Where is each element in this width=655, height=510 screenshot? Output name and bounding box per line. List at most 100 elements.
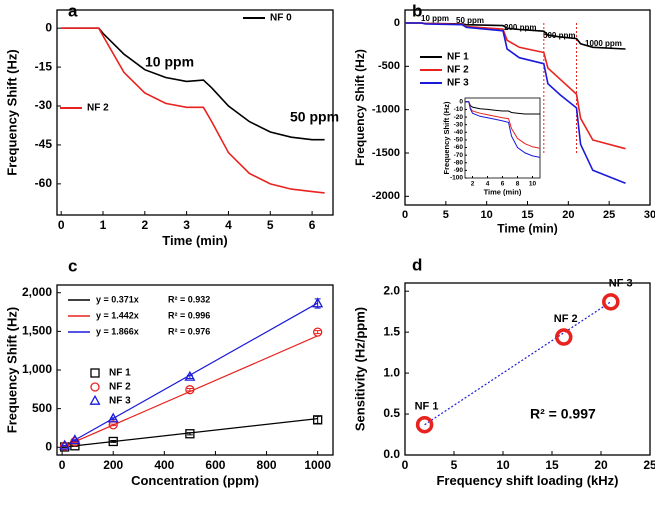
marker (69, 434, 81, 445)
marker (313, 327, 323, 337)
legend-label: NF 3 (447, 78, 469, 89)
y-tick-label: -30 (454, 121, 464, 128)
fit-r2: R² = 0.932 (168, 294, 210, 304)
x-axis-label: Frequency shift loading (kHz) (436, 473, 618, 488)
x-tick-label: 5 (451, 458, 458, 472)
y-tick-label: -10 (454, 106, 464, 113)
x-tick-label: 0 (402, 209, 408, 221)
annotation: 200 ppm (504, 23, 536, 32)
y-axis-label: Sensitivity (Hz/ppm) (352, 307, 367, 431)
y-axis-label: Frequency Shift (Hz) (353, 49, 367, 166)
series-line (61, 27, 325, 141)
y-tick-label: -40 (454, 129, 464, 136)
fit-line (61, 335, 318, 448)
x-tick-label: 25 (603, 209, 615, 221)
series-line (465, 101, 540, 115)
y-tick-label: -70 (454, 152, 464, 159)
annotation: R² = 0.997 (530, 406, 596, 422)
x-tick-label: 600 (205, 458, 225, 472)
legend-label: NF 2 (447, 65, 469, 76)
y-tick-label: 1.0 (383, 365, 400, 379)
x-tick-label: 20 (562, 209, 574, 221)
y-tick-label: -15 (35, 59, 53, 73)
legend-label: NF 3 (109, 396, 131, 407)
y-tick-label: 0 (394, 17, 400, 29)
fit-equation: y = 1.442x (96, 310, 139, 320)
marker (108, 436, 118, 447)
x-tick-label: 0 (58, 218, 65, 232)
annotation: 50 ppm (290, 109, 339, 125)
x-tick-label: 30 (644, 209, 655, 221)
y-tick-label: -20 (454, 114, 464, 121)
y-tick-label: 0.0 (383, 447, 400, 461)
plot-frame (404, 282, 651, 456)
x-tick-label: 1 (100, 218, 107, 232)
marker (107, 412, 119, 423)
x-tick-label: 6 (309, 218, 316, 232)
x-tick-label: 8 (516, 181, 520, 188)
x-tick-label: 5 (267, 218, 274, 232)
y-tick-label: -90 (454, 167, 464, 174)
y-tick-label: 1,500 (22, 324, 52, 338)
series-line (61, 27, 325, 194)
error-bar (110, 440, 117, 443)
x-tick-label: 2 (471, 181, 475, 188)
fit-equation: y = 1.866x (96, 326, 139, 336)
annotation: 500 ppm (543, 31, 575, 40)
marker (90, 368, 100, 378)
x-tick-label: 15 (521, 209, 533, 221)
y-tick-label: -100 (450, 175, 463, 182)
point-label: NF 1 (415, 401, 439, 413)
fit-line (424, 301, 612, 426)
legend-label: NF 1 (447, 52, 469, 63)
series-line (405, 22, 626, 185)
x-tick-label: 10 (481, 209, 493, 221)
x-tick-label: 3 (183, 218, 190, 232)
marker (108, 420, 118, 430)
y-tick-label: -50 (454, 137, 464, 144)
y-tick-label: 0 (459, 99, 463, 106)
y-tick-label: -1000 (372, 104, 400, 116)
x-tick-label: 10 (496, 458, 510, 472)
x-tick-label: 4 (225, 218, 232, 232)
y-tick-label: 0 (45, 20, 52, 34)
marker (185, 385, 195, 395)
panel-letter: b (412, 1, 422, 20)
marker (313, 415, 323, 425)
marker (89, 394, 101, 405)
fit-equation: y = 0.371x (96, 294, 139, 304)
x-axis-label: Time (min) (162, 233, 228, 248)
error-bar (110, 423, 117, 427)
annotation: 50 ppm (456, 16, 484, 25)
y-tick-label: -1500 (372, 147, 400, 159)
x-tick-label: 4 (486, 181, 490, 188)
error-bar (314, 330, 321, 335)
x-axis-label: Time (min) (484, 187, 522, 196)
legend-label: NF 0 (270, 13, 292, 24)
fit-r2: R² = 0.996 (168, 310, 210, 320)
y-tick-label: 1.5 (383, 324, 400, 338)
marker (59, 439, 71, 450)
y-tick-label: 0 (45, 439, 52, 453)
x-tick-label: 10 (529, 181, 537, 188)
x-tick-label: 2 (141, 218, 148, 232)
x-axis-label: Concentration (ppm) (131, 473, 259, 488)
point-label: NF 3 (609, 278, 633, 290)
fit-r2: R² = 0.976 (168, 326, 210, 336)
plot-frame (464, 97, 541, 179)
panel-letter: d (412, 255, 422, 274)
x-tick-label: 15 (545, 458, 559, 472)
error-bar (186, 432, 193, 436)
panel-letter: c (68, 256, 77, 275)
error-bar (186, 388, 193, 392)
marker (602, 293, 620, 311)
y-tick-label: 2.0 (383, 283, 400, 297)
plot-frame (56, 284, 334, 456)
x-tick-label: 800 (257, 458, 277, 472)
x-tick-label: 0 (402, 458, 409, 472)
x-tick-label: 6 (501, 181, 505, 188)
y-tick-label: -60 (35, 176, 53, 190)
legend-label: NF 2 (87, 103, 109, 114)
